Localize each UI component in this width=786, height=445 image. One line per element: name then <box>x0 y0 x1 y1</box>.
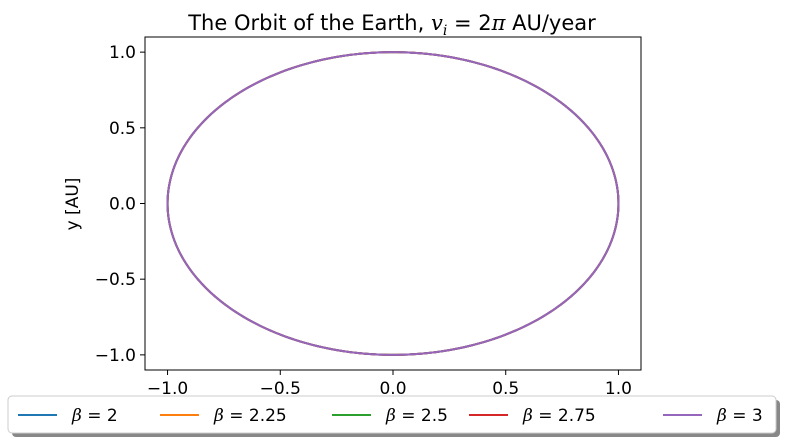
legend-label-2: β = 2.5 <box>385 406 448 426</box>
series-line-4 <box>166 51 620 356</box>
x-tick-label: 1.0 <box>605 379 632 399</box>
chart-title: The Orbit of the Earth, vi = 2π AU/year <box>187 11 596 39</box>
x-tick-label: −1.0 <box>147 379 188 399</box>
legend: β = 2 β = 2.25 β = 2.5 β = 2.75 β = 3 <box>7 395 780 437</box>
plot-area <box>144 36 642 371</box>
legend-label-3: β = 2.75 <box>522 406 596 426</box>
x-tick-label: 0.0 <box>379 379 406 399</box>
y-tick-label: 0.5 <box>109 119 136 139</box>
y-tick-label: 0.0 <box>109 195 136 215</box>
y-axis: −1.0 −0.5 0.0 0.5 1.0 <box>95 43 145 366</box>
x-axis: −1.0 −0.5 0.0 0.5 1.0 <box>147 370 632 399</box>
legend-label-1: β = 2.25 <box>213 406 287 426</box>
x-tick-label: 0.5 <box>492 379 519 399</box>
y-tick-label: 1.0 <box>109 43 136 63</box>
legend-label-4: β = 3 <box>716 406 763 426</box>
y-tick-label: −1.0 <box>95 346 136 366</box>
legend-box <box>7 395 777 434</box>
series-layer <box>166 51 620 356</box>
y-axis-label: y [AU] <box>63 178 83 231</box>
x-tick-label: −0.5 <box>260 379 301 399</box>
y-tick-label: −0.5 <box>95 270 136 290</box>
legend-label-0: β = 2 <box>71 406 118 426</box>
